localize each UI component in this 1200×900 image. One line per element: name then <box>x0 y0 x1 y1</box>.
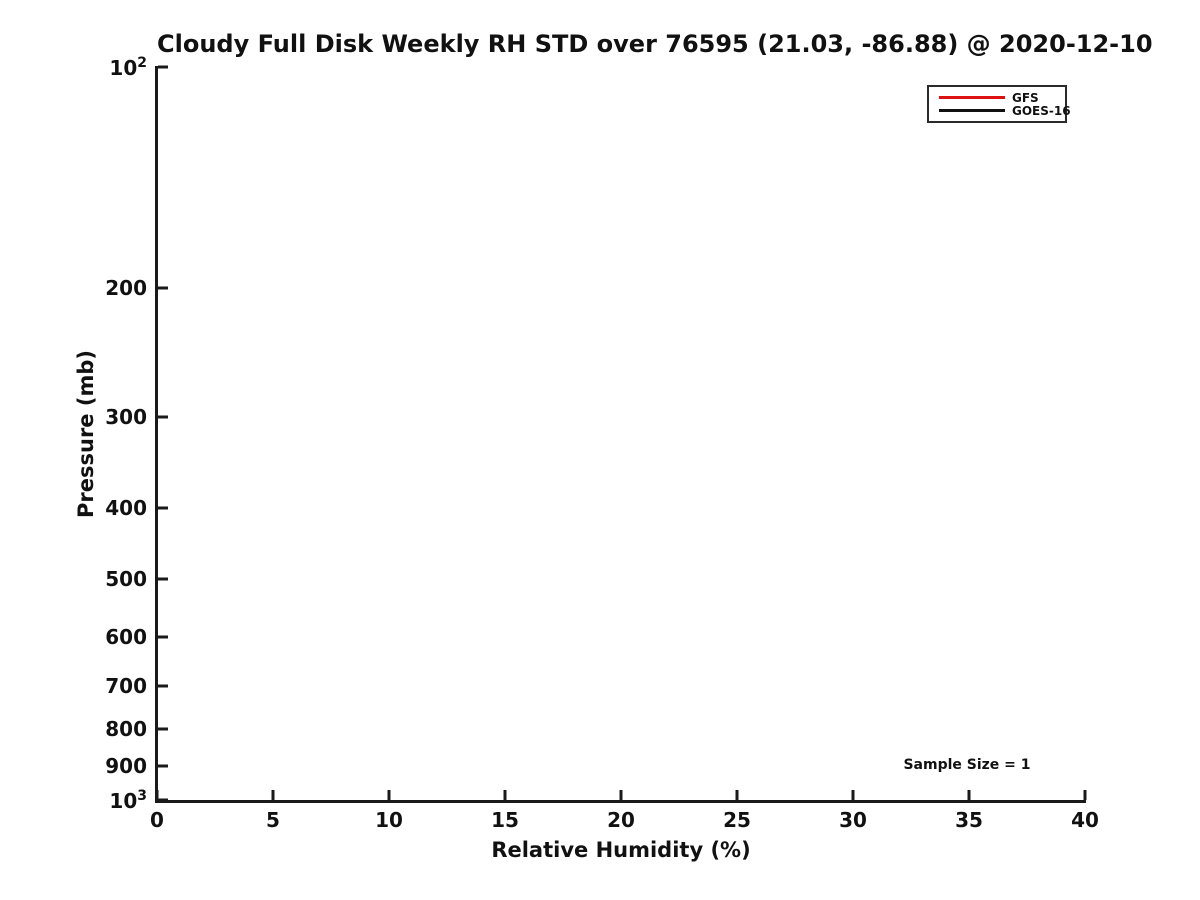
y-tick-label: 400 <box>105 496 147 521</box>
y-tick <box>158 684 168 688</box>
x-tick <box>503 790 507 800</box>
y-tick <box>158 727 168 731</box>
legend-label: GFS <box>1012 90 1039 105</box>
sample-size-annotation: Sample Size = 1 <box>903 757 1031 773</box>
y-tick-label: 500 <box>105 567 147 592</box>
y-tick <box>158 65 168 69</box>
legend: GFS GOES-16 <box>927 85 1071 123</box>
x-axis-spine <box>155 800 1086 803</box>
y-tick <box>158 415 168 419</box>
legend-entry: GFS <box>939 90 1059 105</box>
x-tick <box>619 790 623 800</box>
y-tick-label: 200 <box>105 275 147 300</box>
x-tick-label: 25 <box>723 808 751 832</box>
legend-line-swatch <box>939 108 1005 113</box>
y-tick-label: 600 <box>105 625 147 650</box>
y-tick <box>158 286 168 290</box>
x-tick <box>851 790 855 800</box>
x-axis-label: Relative Humidity (%) <box>491 838 751 862</box>
y-tick <box>158 577 168 581</box>
y-tick-label: 103 <box>109 788 147 813</box>
y-tick <box>158 635 168 639</box>
x-tick <box>271 790 275 800</box>
chart-title: Cloudy Full Disk Weekly RH STD over 7659… <box>157 30 1153 58</box>
x-tick-label: 40 <box>1071 808 1099 832</box>
x-tick-label: 0 <box>150 808 164 832</box>
x-tick-label: 15 <box>491 808 519 832</box>
legend-entry: GOES-16 <box>939 104 1071 118</box>
x-tick-label: 20 <box>607 808 635 832</box>
y-axis-label: Pressure (mb) <box>74 350 98 518</box>
y-tick-label: 900 <box>105 754 147 779</box>
x-tick <box>1083 790 1087 800</box>
y-tick <box>158 506 168 510</box>
plot-area <box>157 67 1085 800</box>
y-axis-spine <box>155 66 158 803</box>
x-tick-label: 10 <box>375 808 403 832</box>
legend-label: GOES-16 <box>1012 103 1071 118</box>
y-tick-label: 700 <box>105 674 147 699</box>
x-tick <box>735 790 739 800</box>
x-tick <box>967 790 971 800</box>
y-tick <box>158 764 168 768</box>
x-tick-label: 5 <box>266 808 280 832</box>
x-tick <box>155 790 159 800</box>
y-tick-label: 102 <box>109 55 147 80</box>
legend-line-swatch <box>939 95 1005 100</box>
y-tick <box>158 798 168 802</box>
y-tick-label: 300 <box>105 404 147 429</box>
x-tick <box>387 790 391 800</box>
x-tick-label: 35 <box>955 808 983 832</box>
x-tick-label: 30 <box>839 808 867 832</box>
y-tick-label: 800 <box>105 716 147 741</box>
